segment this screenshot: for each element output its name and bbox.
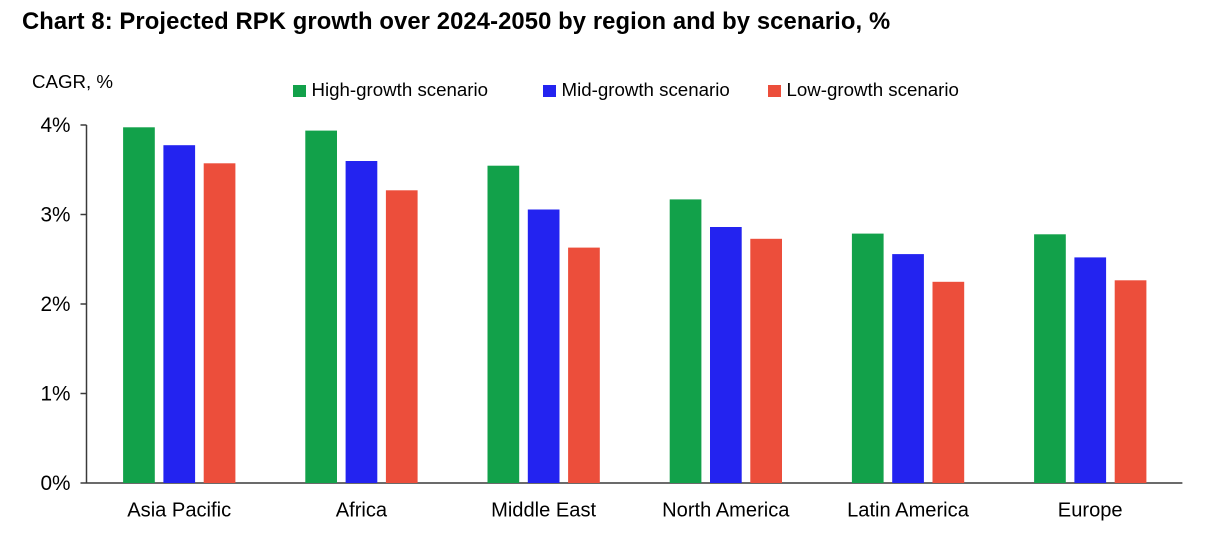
svg-text:1%: 1% — [40, 383, 70, 406]
svg-text:0%: 0% — [40, 472, 70, 495]
svg-text:Africa: Africa — [336, 500, 388, 522]
svg-text:2%: 2% — [40, 293, 70, 316]
svg-text:North America: North America — [662, 500, 790, 522]
svg-text:Europe: Europe — [1058, 500, 1123, 522]
svg-text:3%: 3% — [40, 204, 70, 227]
svg-text:Middle East: Middle East — [491, 500, 596, 522]
svg-text:Asia Pacific: Asia Pacific — [127, 500, 231, 522]
svg-text:Latin America: Latin America — [847, 500, 970, 522]
svg-text:4%: 4% — [40, 114, 70, 137]
